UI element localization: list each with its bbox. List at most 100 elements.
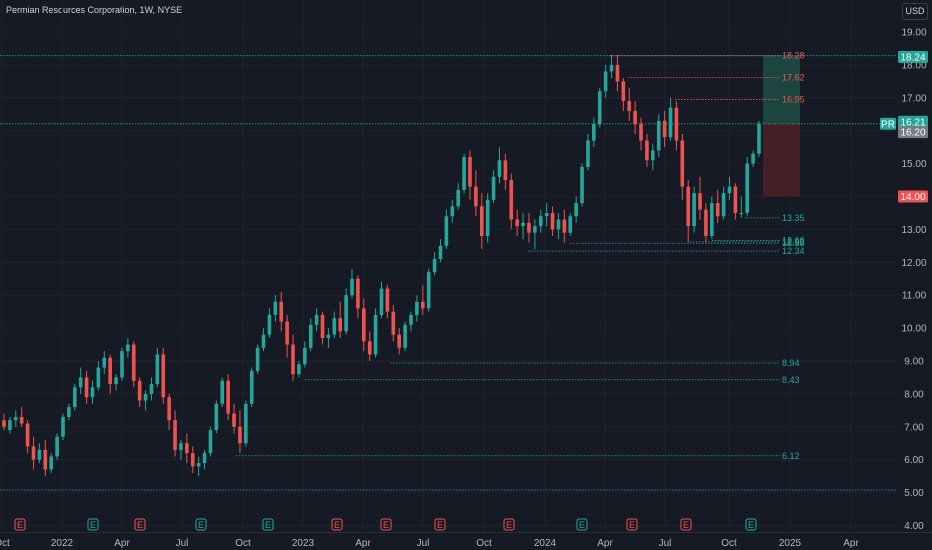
candle-body xyxy=(149,384,154,394)
candle-body xyxy=(745,163,750,213)
price-tick-label: 8.00 xyxy=(904,389,924,400)
earnings-marker xyxy=(745,518,757,531)
candle-body xyxy=(426,272,431,309)
support-label: 12.58 xyxy=(782,238,805,248)
earnings-marker xyxy=(14,518,26,531)
candle-body xyxy=(391,311,396,335)
candle-body xyxy=(379,288,384,315)
target-zone xyxy=(763,55,800,124)
earnings-marker-label: E xyxy=(437,520,443,530)
candle-body xyxy=(167,397,171,421)
candle-body xyxy=(639,124,643,141)
price-tick-label: 5.00 xyxy=(904,488,924,499)
currency-button[interactable]: USD xyxy=(902,3,928,20)
earnings-marker-label: E xyxy=(748,520,754,530)
candle-body xyxy=(326,334,331,338)
support-label: 12.62 xyxy=(782,237,805,247)
candle-body xyxy=(338,318,343,332)
candle-body xyxy=(609,64,614,72)
candle-body xyxy=(503,160,508,181)
candle-body xyxy=(403,324,407,348)
support-label: 13.35 xyxy=(782,213,805,223)
earnings-marker-label: E xyxy=(629,520,635,530)
support-label: 8.43 xyxy=(782,375,800,385)
candle-body xyxy=(438,245,443,260)
candle-body xyxy=(491,176,496,200)
candle-body xyxy=(96,367,101,388)
candle-body xyxy=(291,344,295,375)
candle-body xyxy=(279,301,284,322)
candle-body xyxy=(285,321,289,345)
time-axis[interactable]: Oct 2022 Apr Jul Oct 2023 Apr Jul Oct 2024 Apr Jul O… xyxy=(0,532,932,550)
candle-body xyxy=(497,160,502,177)
earnings-marker-label: E xyxy=(90,520,96,530)
price-label: 16.21 xyxy=(900,117,925,128)
candle-body xyxy=(574,203,578,217)
stop-zone xyxy=(763,123,800,197)
candle-body xyxy=(444,216,449,246)
earnings-marker-label: E xyxy=(137,520,143,530)
candle-body xyxy=(350,278,354,296)
candle-body xyxy=(185,443,189,454)
candle-body xyxy=(55,436,59,457)
earnings-marker xyxy=(576,518,588,531)
earnings-marker-label: E xyxy=(579,520,585,530)
candle-body xyxy=(308,324,313,348)
support-label: 6.12 xyxy=(782,451,800,461)
candle-body xyxy=(108,357,112,385)
candle-body xyxy=(8,420,12,431)
earnings-marker xyxy=(434,518,446,531)
candle-body xyxy=(704,209,708,236)
candle-body xyxy=(668,107,673,138)
earnings-marker xyxy=(626,518,638,531)
candle-body xyxy=(249,370,254,404)
time-tick-label: Oct xyxy=(235,538,251,549)
candle-body xyxy=(686,186,691,227)
candle-body xyxy=(49,456,53,470)
candle-body xyxy=(373,314,378,355)
resistance-label: 16.95 xyxy=(782,94,805,104)
price-tick-label: 19.00 xyxy=(901,28,926,39)
time-tick-label: 2023 xyxy=(292,538,315,549)
candle-body xyxy=(344,295,348,332)
candle-body xyxy=(314,314,319,325)
candle-body xyxy=(556,219,561,230)
earnings-marker xyxy=(680,518,692,531)
time-tick-label: Apr xyxy=(597,538,613,549)
time-tick-label: Oct xyxy=(0,538,10,549)
candle-body xyxy=(533,226,537,233)
trade-zones xyxy=(763,55,800,197)
support-label: 12.34 xyxy=(782,246,805,256)
candle-body xyxy=(627,101,632,111)
candle-body xyxy=(485,199,490,236)
candle-body xyxy=(179,443,183,450)
candle-body xyxy=(733,186,738,213)
candle-body xyxy=(698,193,702,210)
candle-body xyxy=(102,357,107,368)
candle-body xyxy=(244,403,248,444)
candle-body xyxy=(137,380,142,401)
candles xyxy=(2,55,761,477)
candle-body xyxy=(173,420,177,450)
candle-body xyxy=(479,206,484,236)
candle-body xyxy=(751,153,755,164)
candle-body xyxy=(143,393,148,401)
candle-body xyxy=(586,140,590,167)
price-tick-label: 18.00 xyxy=(901,60,926,71)
support-label: 8.94 xyxy=(782,358,800,368)
ticker-tag-label: PR xyxy=(881,119,895,130)
chart-title: Permian Resources Corporation, 1W, NYSE xyxy=(6,5,183,15)
candle-body xyxy=(238,426,242,444)
candle-body xyxy=(680,140,685,187)
earnings-marker-label: E xyxy=(17,520,23,530)
earnings-marker-label: E xyxy=(683,520,689,530)
candle-body xyxy=(226,380,230,414)
candle-body xyxy=(208,430,213,454)
price-label-box xyxy=(898,126,928,139)
price-label: 14.00 xyxy=(900,192,925,203)
candle-body xyxy=(126,344,130,352)
earnings-marker-label: E xyxy=(383,520,389,530)
price-axis[interactable]: 4.00 5.00 6.00 7.00 8.00 9.00 10.00 11.00 12.00 1… xyxy=(880,28,928,533)
